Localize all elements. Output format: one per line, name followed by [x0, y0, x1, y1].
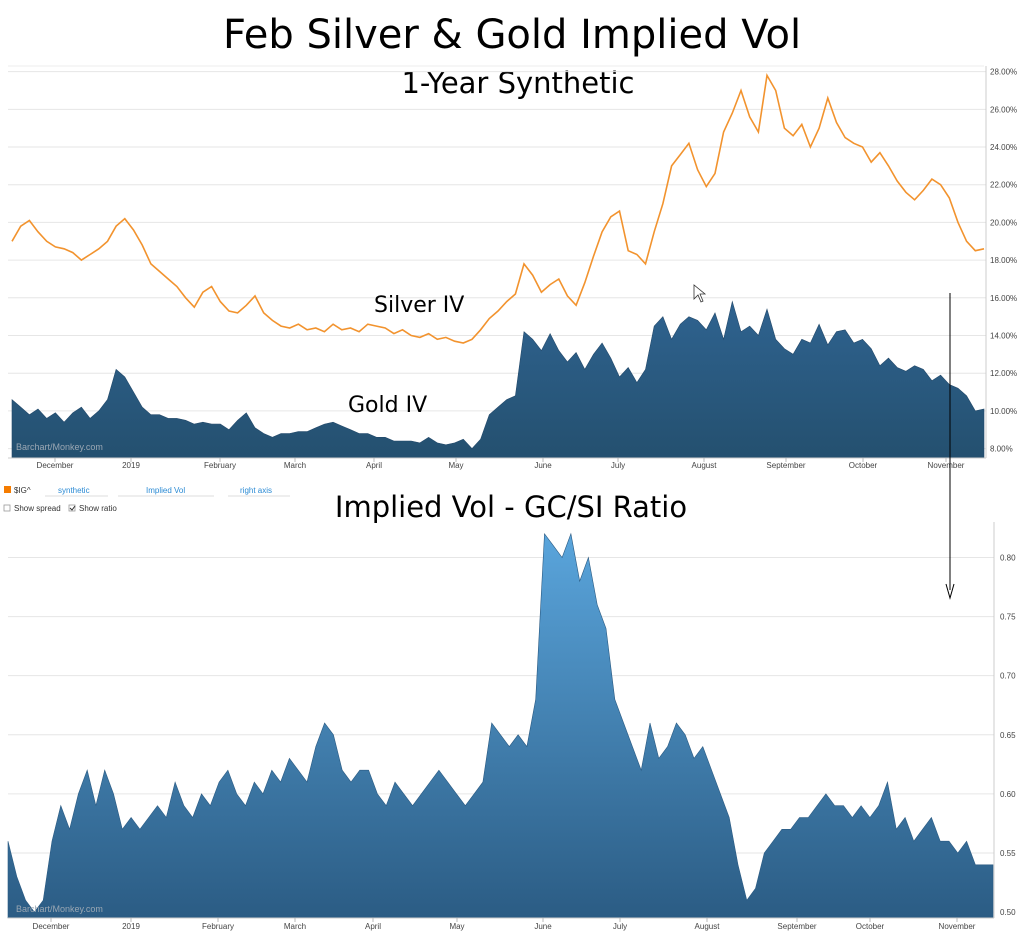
ratio-y-tick-label: 0.75 — [1000, 613, 1016, 622]
symbol-color-box — [4, 486, 11, 493]
top-x-tick-label: December — [37, 461, 74, 470]
top-y-tick-label: 26.00% — [990, 105, 1017, 114]
top-watermark: Barchart/Monkey.com — [16, 442, 103, 452]
ratio-chart-title: Implied Vol - GC/SI Ratio — [335, 490, 687, 524]
ratio-y-tick-label: 0.55 — [1000, 849, 1016, 858]
ratio-x-tick-label: February — [202, 922, 234, 931]
top-x-tick-label: March — [284, 461, 306, 470]
ratio-chart: 0.50 0.55 0.60 0.65 0.70 0.75 0.80 December 201… — [7, 522, 1016, 931]
top-x-tick-label: November — [928, 461, 965, 470]
ratio-x-tick-label: June — [534, 922, 552, 931]
ratio-x-tick-label: April — [365, 922, 381, 931]
ratio-x-tick-label: October — [856, 922, 885, 931]
top-x-tick-label: September — [766, 461, 805, 470]
chart-controls: $IG^ synthetic Implied Vol right axis Sh… — [3, 486, 290, 513]
ratio-area — [7, 532, 994, 919]
show-ratio-checkbox[interactable] — [68, 504, 76, 512]
top-y-tick-label: 12.00% — [990, 369, 1017, 378]
top-chart: 8.00% 10.00% 12.00% 14.00% 16.00% 18.00% 20.00… — [8, 65, 1017, 470]
top-y-tick-label: 20.00% — [990, 218, 1017, 227]
top-y-tick-label: 24.00% — [990, 143, 1017, 152]
ratio-x-axis: December 2019 February March April May June Jul… — [33, 918, 976, 931]
top-x-tick-label: April — [366, 461, 382, 470]
ratio-x-tick-label: November — [939, 922, 976, 931]
synthetic-select[interactable]: synthetic — [58, 486, 90, 495]
chart-subtitle: 1-Year Synthetic — [401, 66, 634, 100]
top-x-axis: December 2019 February March April May June Jul… — [37, 458, 965, 470]
implied-vol-select[interactable]: Implied Vol — [146, 486, 185, 495]
ratio-y-tick-label: 0.50 — [1000, 908, 1016, 917]
top-x-tick-label: June — [534, 461, 552, 470]
ratio-x-tick-label: September — [777, 922, 816, 931]
chart-title: Feb Silver & Gold Implied Vol — [223, 12, 801, 58]
show-spread-label: Show spread — [14, 504, 61, 513]
silver-iv-line — [11, 73, 985, 344]
ratio-x-tick-label: July — [613, 922, 627, 931]
top-y-tick-label: 14.00% — [990, 332, 1017, 341]
ratio-x-tick-label: May — [449, 922, 464, 931]
ratio-x-tick-label: December — [33, 922, 70, 931]
symbol-label: $IG^ — [14, 486, 31, 495]
top-x-tick-label: May — [448, 461, 463, 470]
ratio-y-axis: 0.50 0.55 0.60 0.65 0.70 0.75 0.80 — [1000, 553, 1016, 917]
top-y-tick-label: 28.00% — [990, 68, 1017, 77]
top-x-tick-label: 2019 — [122, 461, 140, 470]
pointer-arrow-head — [945, 583, 955, 600]
ratio-x-tick-label: 2019 — [122, 922, 140, 931]
mouse-cursor-icon — [693, 284, 707, 303]
top-x-tick-label: October — [849, 461, 878, 470]
top-x-tick-label: July — [611, 461, 625, 470]
check-icon — [69, 505, 76, 511]
gold-iv-annotation: Gold IV — [348, 393, 427, 418]
gold-iv-area — [11, 300, 985, 459]
ratio-y-tick-label: 0.60 — [1000, 790, 1016, 799]
top-y-axis: 8.00% 10.00% 12.00% 14.00% 16.00% 18.00% 20.00… — [990, 68, 1017, 454]
show-spread-checkbox[interactable] — [3, 504, 11, 512]
show-ratio-label: Show ratio — [79, 504, 117, 513]
ratio-y-tick-label: 0.70 — [1000, 672, 1016, 681]
top-y-tick-label: 18.00% — [990, 256, 1017, 265]
top-y-tick-label: 16.00% — [990, 294, 1017, 303]
top-y-tick-label: 22.00% — [990, 181, 1017, 190]
ratio-y-tick-label: 0.65 — [1000, 731, 1016, 740]
top-y-tick-label: 10.00% — [990, 407, 1017, 416]
silver-iv-annotation: Silver IV — [374, 293, 464, 318]
ratio-x-tick-label: August — [695, 922, 721, 931]
right-axis-select[interactable]: right axis — [240, 486, 272, 495]
ratio-x-tick-label: March — [284, 922, 306, 931]
ratio-y-tick-label: 0.80 — [1000, 553, 1016, 562]
top-x-tick-label: August — [692, 461, 718, 470]
top-x-tick-label: February — [204, 461, 236, 470]
top-y-tick-label: 8.00% — [990, 445, 1013, 454]
ratio-watermark: Barchart/Monkey.com — [16, 904, 103, 914]
